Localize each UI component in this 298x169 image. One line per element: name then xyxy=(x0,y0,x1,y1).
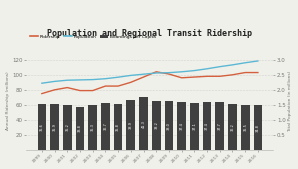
Bar xyxy=(215,102,224,150)
Text: 34.8: 34.8 xyxy=(256,124,260,132)
Y-axis label: Total Population (in millions): Total Population (in millions) xyxy=(288,70,292,132)
Bar xyxy=(89,105,97,150)
Bar xyxy=(190,103,199,150)
Text: 41.3: 41.3 xyxy=(142,120,145,128)
Text: 37.7: 37.7 xyxy=(218,122,222,130)
Text: 38.9: 38.9 xyxy=(129,121,133,129)
Bar xyxy=(76,107,84,150)
Text: 36.7: 36.7 xyxy=(103,123,107,130)
Text: 35.3: 35.3 xyxy=(91,124,95,131)
Bar xyxy=(114,104,122,150)
Bar xyxy=(139,97,148,150)
Text: 35.2: 35.2 xyxy=(65,124,69,131)
Bar xyxy=(228,104,237,150)
Text: 33.8: 33.8 xyxy=(78,124,82,132)
Text: 35.9: 35.9 xyxy=(52,123,57,131)
Bar xyxy=(241,105,249,150)
Bar xyxy=(126,100,135,150)
Bar xyxy=(177,102,186,150)
Bar xyxy=(50,104,59,150)
Bar xyxy=(152,101,161,150)
Text: 38.2: 38.2 xyxy=(154,122,158,129)
Text: 35.5: 35.5 xyxy=(243,123,247,131)
Bar xyxy=(164,101,173,150)
Text: 37.4: 37.4 xyxy=(205,122,209,130)
Legend: Ridership, Population, Boardings per Capita: Ridership, Population, Boardings per Cap… xyxy=(29,33,158,41)
Text: 37.1: 37.1 xyxy=(192,122,196,130)
Text: 37.4: 37.4 xyxy=(180,122,184,130)
Y-axis label: Annual Ridership (millions): Annual Ridership (millions) xyxy=(6,72,10,130)
Text: 35.6: 35.6 xyxy=(40,123,44,131)
Bar xyxy=(203,102,211,150)
Bar xyxy=(38,104,46,150)
Title: Population and Regional Transit Ridership: Population and Regional Transit Ridershi… xyxy=(47,29,252,38)
Bar xyxy=(254,105,262,150)
Text: 35.8: 35.8 xyxy=(116,123,120,131)
Text: 38.0: 38.0 xyxy=(167,122,171,130)
Bar xyxy=(101,103,110,150)
Text: 36.2: 36.2 xyxy=(230,123,235,131)
Bar xyxy=(63,105,72,150)
